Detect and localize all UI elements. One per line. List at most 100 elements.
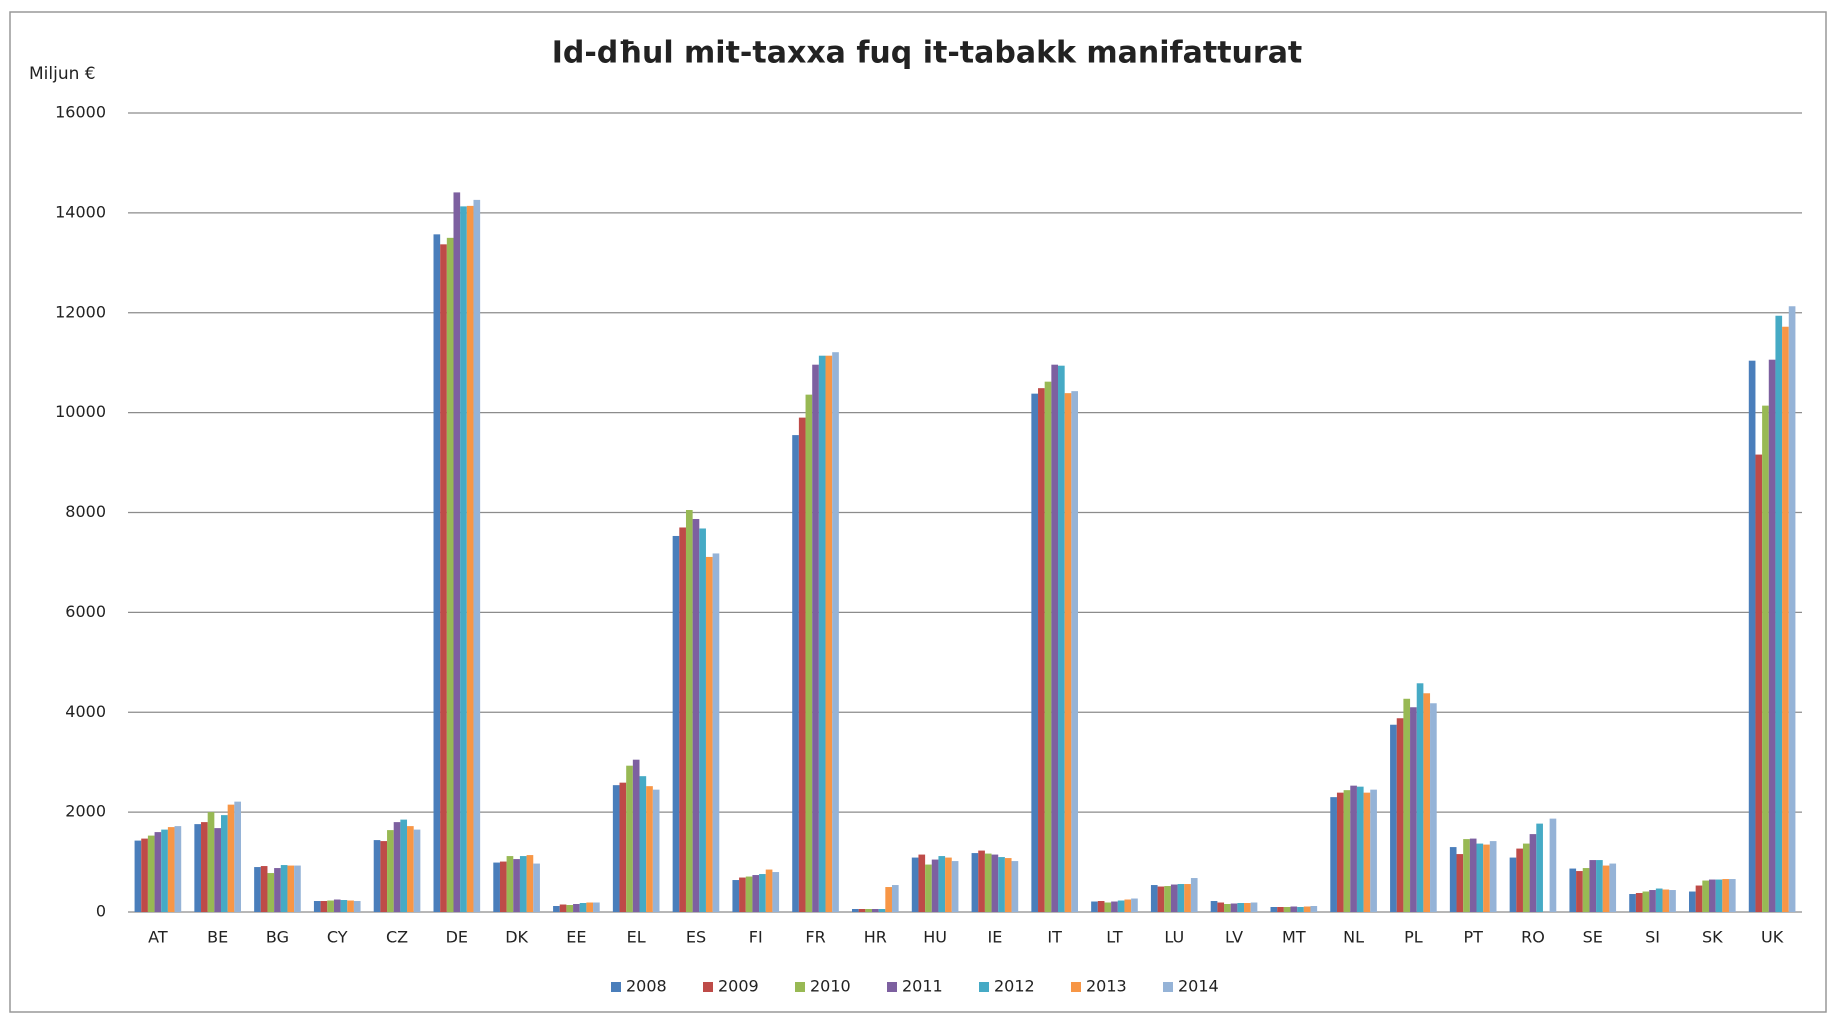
bar: [1011, 861, 1019, 912]
bar: [692, 518, 700, 912]
legend-swatch: [887, 982, 897, 992]
y-tick-label: 12000: [55, 302, 106, 321]
bar: [260, 866, 268, 912]
bar: [221, 815, 228, 912]
y-tick-label: 6000: [65, 602, 106, 621]
bar: [353, 901, 361, 912]
bar: [911, 857, 919, 912]
x-tick-label: AT: [148, 928, 168, 947]
bar: [274, 868, 281, 912]
bar: [1489, 841, 1497, 912]
bar: [1370, 789, 1377, 912]
bar: [499, 861, 507, 912]
bar: [1051, 364, 1059, 912]
bar: [1642, 891, 1650, 912]
bar: [1483, 844, 1490, 912]
bar: [214, 828, 222, 912]
bar: [1124, 899, 1132, 912]
legend-swatch: [1163, 982, 1173, 992]
x-tick-label: DK: [505, 928, 528, 947]
bar: [347, 900, 354, 912]
bar: [1768, 359, 1776, 912]
bar: [1576, 871, 1583, 912]
x-tick-label: NL: [1343, 928, 1364, 947]
bar: [254, 867, 261, 912]
bar: [1244, 903, 1251, 912]
bar: [493, 862, 500, 912]
bar: [1217, 902, 1225, 912]
bar: [885, 887, 892, 912]
bar: [619, 782, 627, 912]
bar: [1343, 790, 1351, 912]
bar: [1150, 885, 1158, 912]
bar: [971, 853, 979, 912]
bar: [1097, 901, 1105, 912]
bar: [1336, 792, 1344, 912]
bar: [154, 832, 162, 912]
bar: [1184, 884, 1191, 912]
bar: [207, 812, 215, 912]
bar: [1224, 904, 1231, 912]
bar: [1356, 786, 1364, 912]
bar: [1416, 683, 1424, 912]
bar: [1449, 847, 1457, 912]
bar: [1509, 857, 1517, 912]
bar: [1177, 884, 1185, 912]
bar: [812, 364, 819, 912]
bar: [712, 553, 720, 912]
bar: [1589, 860, 1597, 912]
x-tick-label: PT: [1463, 928, 1483, 947]
bar: [1609, 863, 1617, 912]
x-tick-label: ES: [686, 928, 706, 947]
bar: [852, 909, 859, 912]
x-tick-label: RO: [1521, 928, 1545, 947]
bar: [446, 237, 454, 912]
bar: [147, 835, 155, 912]
bar: [1277, 907, 1284, 912]
x-tick-label: SE: [1583, 928, 1603, 947]
bar: [745, 876, 753, 912]
bar: [167, 827, 175, 912]
x-tick-label: CZ: [386, 928, 408, 947]
x-tick-label: CY: [327, 928, 348, 947]
bar: [1782, 326, 1789, 912]
bar: [134, 840, 142, 912]
legend-swatch: [795, 982, 805, 992]
bar: [513, 859, 520, 912]
bar: [526, 855, 534, 912]
bar: [1071, 391, 1078, 913]
x-tick-label: MT: [1282, 928, 1306, 947]
bar: [1602, 865, 1610, 912]
bar: [1635, 893, 1643, 912]
bar: [1516, 848, 1523, 912]
x-tick-label: IE: [987, 928, 1002, 947]
bar: [1655, 888, 1663, 912]
bar: [765, 869, 773, 912]
bar: [732, 880, 740, 912]
bar: [772, 872, 780, 912]
bar: [194, 824, 202, 912]
bar: [1237, 903, 1245, 912]
bar: [998, 857, 1005, 912]
bar: [1430, 703, 1437, 912]
bar: [739, 877, 746, 912]
y-tick-label: 14000: [55, 202, 106, 221]
bar: [865, 909, 872, 912]
bar: [340, 900, 348, 912]
bar: [373, 840, 381, 912]
bar: [1549, 818, 1557, 912]
bar: [433, 234, 441, 912]
bar: [984, 853, 992, 912]
x-tick-label: BG: [266, 928, 289, 947]
legend-label: 2011: [902, 977, 943, 996]
bar: [1390, 724, 1397, 912]
bar: [559, 904, 567, 912]
bar: [1131, 898, 1138, 912]
bar: [1058, 365, 1065, 913]
bar: [453, 192, 461, 912]
bar: [313, 901, 321, 912]
bar: [553, 906, 560, 912]
bar: [440, 244, 447, 912]
bar: [1596, 860, 1603, 912]
y-axis-label: Miljun €: [29, 64, 96, 84]
